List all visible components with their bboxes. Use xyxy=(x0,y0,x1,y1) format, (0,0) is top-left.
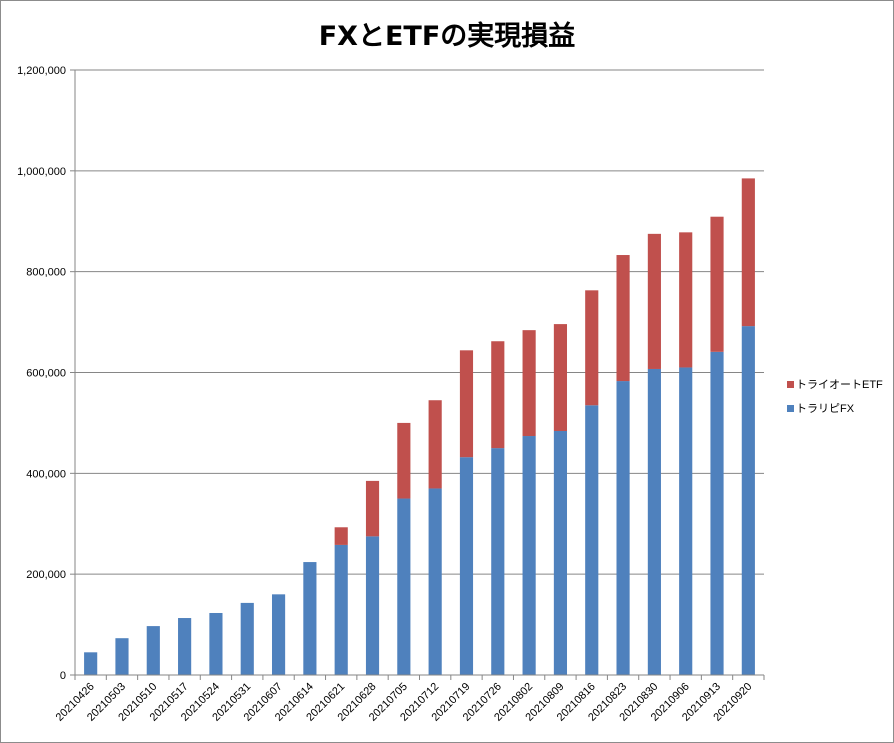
bar-etf xyxy=(522,330,536,437)
bar-fx xyxy=(679,367,693,675)
x-axis-ticks: 2021042620210503202105102021051720210524… xyxy=(54,675,765,724)
bar-fx xyxy=(146,626,160,675)
legend: トライオートETF トラリピFX xyxy=(787,378,883,415)
bar-fx xyxy=(178,618,192,675)
bar-etf xyxy=(647,233,661,369)
bar-fx xyxy=(303,562,317,675)
chart-title: FXとETFの実現損益 xyxy=(318,21,576,52)
bar-fx xyxy=(240,602,254,675)
bar-fx xyxy=(616,381,630,675)
bar-etf xyxy=(365,480,380,537)
bar-fx xyxy=(522,436,536,675)
y-tick-label: 400,000 xyxy=(26,468,66,480)
bar-fx xyxy=(428,488,442,675)
legend-label: トラリピFX xyxy=(796,402,855,415)
bar-etf xyxy=(397,422,411,499)
bar-fx xyxy=(491,448,505,675)
bar-fx xyxy=(334,544,348,675)
bar-etf xyxy=(334,527,348,545)
legend-label: トライオートETF xyxy=(796,378,883,391)
y-tick-label: 1,200,000 xyxy=(17,65,66,77)
bars-layer xyxy=(84,178,755,675)
bar-fx xyxy=(365,536,380,675)
bar-etf xyxy=(585,290,599,406)
bar-fx xyxy=(741,326,755,675)
y-tick-label: 600,000 xyxy=(26,368,66,380)
y-tick-label: 0 xyxy=(60,670,66,682)
bar-fx xyxy=(209,612,223,675)
bar-fx xyxy=(115,638,129,675)
bar-etf xyxy=(679,232,693,368)
y-tick-label: 1,000,000 xyxy=(17,166,66,178)
axes xyxy=(74,70,764,676)
legend-swatch xyxy=(787,405,794,412)
bar-etf xyxy=(616,255,630,382)
bar-fx xyxy=(397,498,411,675)
y-tick-label: 200,000 xyxy=(26,569,66,581)
bar-fx xyxy=(84,652,98,675)
bar-fx xyxy=(553,430,568,675)
bar-fx xyxy=(647,368,661,675)
bar-etf xyxy=(491,341,505,449)
bar-fx xyxy=(271,594,286,675)
legend-swatch xyxy=(787,381,794,388)
bar-etf xyxy=(428,400,442,489)
y-axis-ticks: 0 200,000 400,000 600,000 800,000 1,000,000 1,… xyxy=(17,65,75,682)
y-tick-label: 800,000 xyxy=(26,267,66,279)
bar-fx xyxy=(710,351,724,675)
bar-fx xyxy=(585,405,599,675)
bar-etf xyxy=(459,350,474,458)
bar-etf xyxy=(741,178,755,327)
bar-fx xyxy=(459,457,474,675)
bar-etf xyxy=(710,216,724,352)
bar-etf xyxy=(553,324,568,431)
